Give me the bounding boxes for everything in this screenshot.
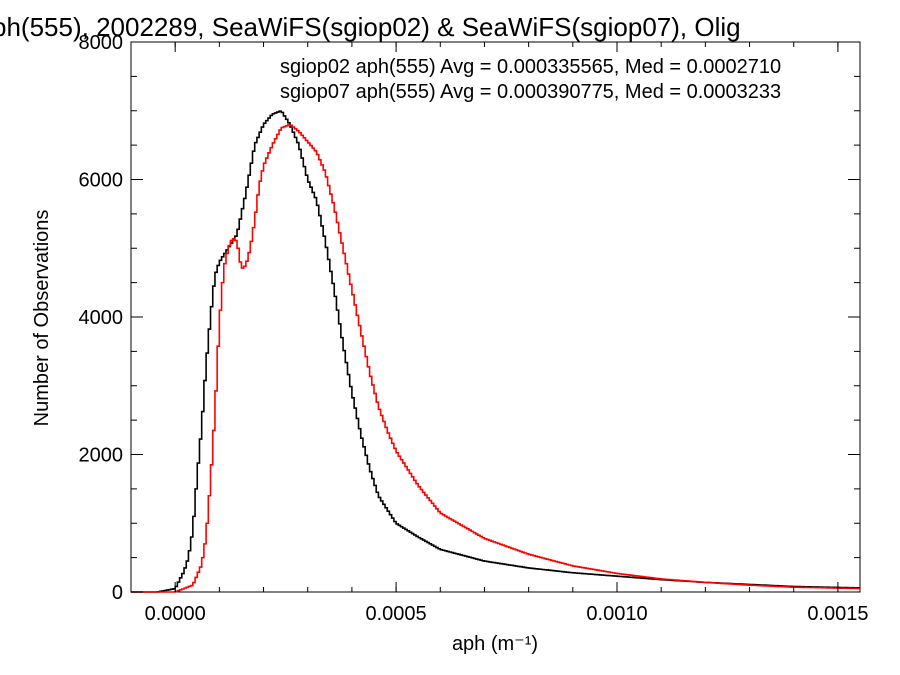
x-tick-label: 0.0010 (586, 603, 647, 625)
plot-frame (130, 41, 861, 593)
x-tick-label: 0.0005 (366, 603, 427, 625)
legend-entry-sgiop07: sgiop07 aph(555) Avg = 0.000390775, Med … (280, 81, 781, 103)
series-line-1 (131, 124, 860, 593)
series-layer (131, 110, 860, 593)
y-axis-label: Number of Observations (31, 210, 53, 427)
y-tick-label: 2000 (79, 445, 124, 467)
series-line-0 (131, 110, 860, 593)
y-tick-label: 0 (112, 582, 123, 604)
chart-title: ph(555), 2002289, SeaWiFS(sgiop02) & Sea… (0, 12, 741, 42)
axis-ticks: 0.0000 0.0005 0.0010 0.0015 0 2000 4000 6000 800… (79, 32, 869, 625)
x-axis-label: aph (m⁻¹) (452, 633, 538, 655)
x-tick-label: 0.0015 (807, 603, 868, 625)
y-tick-label: 8000 (79, 32, 124, 54)
legend-entry-sgiop02: sgiop02 aph(555) Avg = 0.000335565, Med … (280, 56, 781, 78)
plot-border (130, 41, 861, 593)
x-tick-label: 0.0000 (145, 603, 206, 625)
y-tick-label: 4000 (79, 307, 124, 329)
legend: sgiop02 aph(555) Avg = 0.000335565, Med … (280, 56, 781, 103)
y-tick-label: 6000 (79, 170, 124, 192)
